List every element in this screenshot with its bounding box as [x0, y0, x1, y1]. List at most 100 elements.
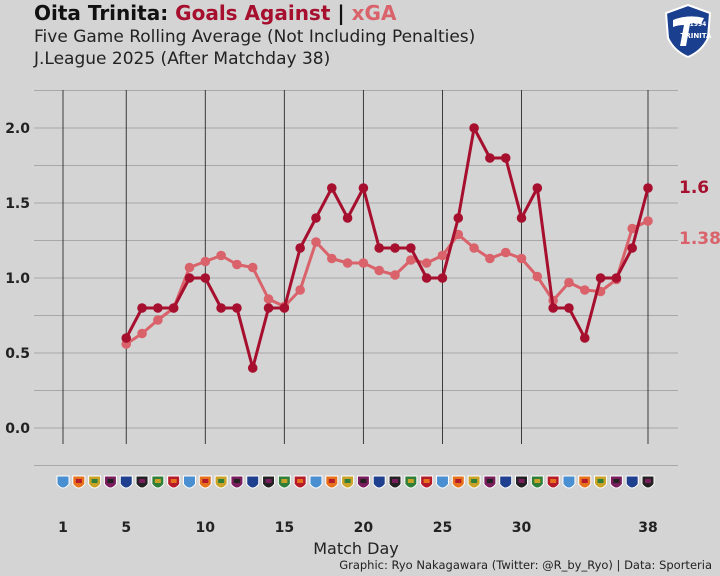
- data-point: [643, 216, 653, 226]
- data-point: [342, 258, 353, 268]
- data-point: [516, 213, 527, 223]
- data-point: [358, 258, 369, 268]
- opponent-badge-icon: [341, 475, 355, 489]
- chart-subtitle-2: J.League 2025 (After Matchday 38): [34, 49, 331, 69]
- data-point: [437, 273, 448, 283]
- x-axis-label: Match Day: [313, 539, 399, 558]
- chart-subtitle-1: Five Game Rolling Average (Not Including…: [34, 27, 476, 47]
- data-point: [532, 271, 543, 282]
- data-point: [564, 303, 574, 313]
- data-point: [406, 243, 416, 253]
- data-point: [279, 303, 290, 313]
- opponent-badge-icon: [499, 475, 513, 489]
- data-point: [453, 213, 464, 223]
- data-point: [564, 277, 574, 288]
- data-point: [153, 303, 163, 313]
- series-layer: 1.38 1.6: [121, 123, 720, 373]
- data-point: [500, 247, 511, 258]
- data-point: [643, 183, 653, 193]
- opponent-badge-icon: [309, 475, 323, 489]
- data-point: [485, 253, 495, 264]
- data-point: [437, 250, 448, 261]
- y-axis-ticks: 0.0 0.5 1.0 1.5 2.0: [5, 121, 30, 437]
- opponent-badge-icon: [198, 475, 212, 489]
- opponent-badge-icon: [420, 475, 434, 489]
- opponent-badge-icon: [404, 475, 418, 489]
- x-tick-label: 10: [196, 520, 216, 536]
- data-point: [247, 262, 258, 273]
- opponent-badge-icon: [88, 475, 102, 489]
- data-point: [579, 333, 590, 343]
- opponent-badge-icon: [609, 475, 623, 489]
- data-point: [421, 273, 432, 283]
- credit-line: Graphic: Ryo Nakagawara (Twitter: @R_by_…: [339, 558, 712, 572]
- opponent-badge-icon: [546, 475, 560, 489]
- data-point: [311, 213, 321, 223]
- data-point: [200, 256, 211, 267]
- data-point: [311, 237, 321, 247]
- x-tick-label: 1: [58, 520, 68, 536]
- opponent-badge-icon: [625, 475, 639, 489]
- data-point: [469, 123, 479, 133]
- opponent-badge-icon: [293, 475, 307, 489]
- opponent-badge-icon: [167, 475, 181, 489]
- opponent-badge-icon: [325, 475, 339, 489]
- data-point: [216, 250, 226, 261]
- opponent-badge-icon: [119, 475, 133, 489]
- data-point: [500, 153, 511, 163]
- series-line: [124, 126, 650, 370]
- data-point: [137, 328, 147, 339]
- opponent-badge-icon: [467, 475, 481, 489]
- y-tick-label: 1.5: [5, 196, 30, 212]
- data-point: [153, 315, 163, 325]
- y-tick-label: 0.5: [5, 346, 30, 362]
- opponent-badge-icon: [388, 475, 402, 489]
- data-point: [137, 303, 147, 313]
- data-point: [421, 258, 432, 268]
- data-point: [326, 253, 337, 264]
- club-crest-icon: 1994 TRINITA: [664, 4, 712, 58]
- crest-year: 1994: [690, 21, 707, 28]
- x-tick-label: 30: [512, 520, 532, 536]
- opponent-badge-icon: [372, 475, 386, 489]
- data-point: [342, 213, 353, 223]
- end-value-label: 1.6: [679, 178, 709, 198]
- opponent-badge-icon: [530, 475, 544, 489]
- data-point: [374, 243, 385, 253]
- data-point: [469, 243, 479, 253]
- data-point: [627, 223, 637, 234]
- horizontal-gridlines: [34, 90, 678, 466]
- title-xga: xGA: [351, 1, 397, 25]
- end-value-label: 1.38: [679, 229, 720, 249]
- title-block: Oita Trinita: Goals Against | xGA Five G…: [34, 0, 475, 70]
- data-point: [295, 285, 305, 295]
- opponent-badge-icon: [641, 475, 655, 489]
- data-point: [406, 255, 416, 265]
- data-point: [485, 153, 495, 163]
- data-point: [168, 303, 179, 313]
- opponent-badge-icon: [451, 475, 465, 489]
- data-point: [390, 243, 400, 253]
- data-point: [216, 303, 226, 313]
- opponent-badge-icon: [182, 475, 196, 489]
- data-point: [611, 273, 622, 283]
- data-point: [263, 294, 274, 304]
- data-point: [326, 183, 337, 193]
- chart-title: Oita Trinita: Goals Against | xGA: [34, 0, 475, 26]
- data-point: [516, 253, 527, 264]
- title-separator: |: [337, 1, 345, 25]
- data-point: [358, 183, 369, 193]
- opponent-badges: [56, 475, 655, 489]
- series-goals-against: 1.6: [121, 123, 709, 373]
- x-tick-label: 38: [638, 520, 657, 536]
- series-xga: 1.38: [121, 216, 720, 349]
- opponent-badge-icon: [135, 475, 149, 489]
- data-point: [390, 270, 400, 280]
- data-point: [263, 303, 274, 313]
- crest-name: TRINITA: [681, 32, 712, 40]
- data-point: [374, 265, 385, 276]
- title-team: Oita Trinita:: [34, 1, 169, 25]
- opponent-badge-icon: [56, 475, 70, 489]
- opponent-badge-icon: [435, 475, 449, 489]
- data-point: [200, 273, 211, 283]
